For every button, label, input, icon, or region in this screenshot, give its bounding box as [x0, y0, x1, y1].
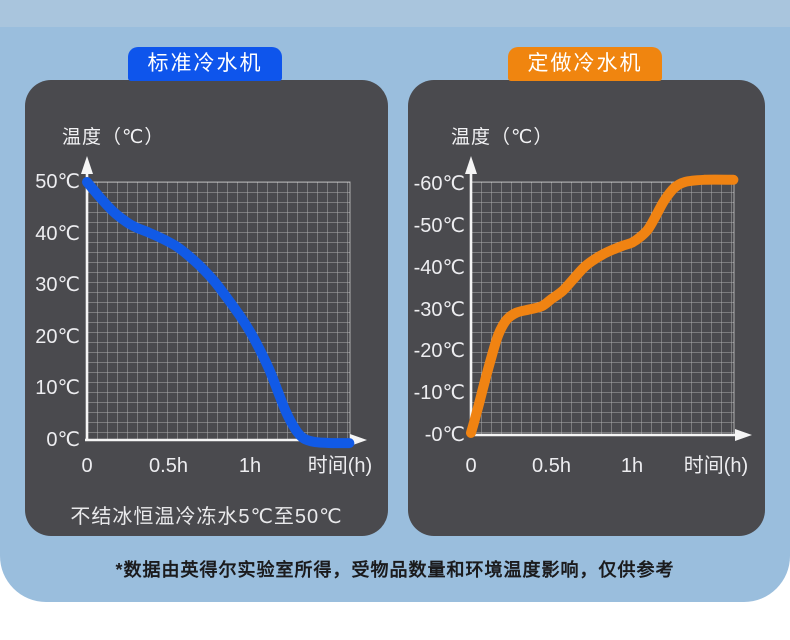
y-axis-arrow-icon	[81, 156, 93, 174]
y-tick-label: -0℃	[424, 424, 465, 446]
y-tick-label: -10℃	[413, 382, 465, 405]
x-tick-label: 0	[81, 455, 93, 477]
x-axis-title: 时间(h)	[307, 455, 373, 477]
custom-chiller-cooling-curve	[466, 174, 739, 438]
y-tick-label: -20℃	[413, 340, 465, 363]
custom-chart-plot	[408, 80, 765, 536]
x-axis-title: 时间(h)	[683, 455, 749, 477]
custom-chiller-cooling-curve-svg	[465, 156, 752, 441]
x-tick-label: 1h	[620, 455, 644, 477]
top-strip	[0, 0, 790, 27]
y-tick-label: 50℃	[35, 171, 80, 193]
standard-chiller-panel: 温度（℃） 不结冰恒温冷冻水5℃至50℃ 50℃ 40℃ 30℃ 20℃ 10℃ 0℃ 0 0…	[25, 80, 388, 536]
y-tick-label: -30℃	[413, 298, 465, 321]
y-tick-label: 10℃	[35, 377, 80, 400]
custom-chart-y-axis-title: 温度（℃）	[451, 127, 554, 148]
grid-area	[470, 181, 735, 436]
standard-chart-plot	[25, 80, 388, 536]
x-axis-arrow-icon	[735, 429, 752, 441]
standard-chiller-cooling-curve	[82, 177, 355, 449]
standard-chart-footnote: 不结冰恒温冷冻水5℃至50℃	[70, 506, 343, 528]
footer-disclaimer: *数据由英得尔实验室所得，受物品数量和环境温度影响，仅供参考	[115, 560, 675, 580]
y-tick-label: -40℃	[413, 256, 465, 279]
standard-chart-y-axis-title: 温度（℃）	[62, 127, 165, 148]
x-tick-label: 1h	[238, 455, 262, 477]
x-tick-label: 0.5h	[149, 455, 188, 477]
y-tick-label: 20℃	[35, 325, 80, 348]
standard-chiller-badge: 标准冷水机	[128, 47, 282, 81]
x-tick-label: 0.5h	[532, 455, 571, 477]
custom-chiller-badge: 定做冷水机	[508, 47, 662, 81]
x-tick-label: 0	[465, 455, 477, 477]
y-tick-label: -60℃	[413, 173, 465, 195]
y-axis-arrow-icon	[465, 156, 477, 174]
y-tick-label: 40℃	[35, 222, 80, 245]
custom-chiller-panel: 温度（℃） -60℃ -50℃ -40℃ -30℃ -20℃ -10℃ -0℃ 0 0.5h 1h…	[408, 80, 765, 536]
standard-chiller-cooling-curve-svg	[81, 156, 367, 449]
y-tick-label: 0℃	[46, 429, 80, 451]
y-tick-label: -50℃	[413, 214, 465, 237]
y-tick-label: 30℃	[35, 274, 80, 297]
